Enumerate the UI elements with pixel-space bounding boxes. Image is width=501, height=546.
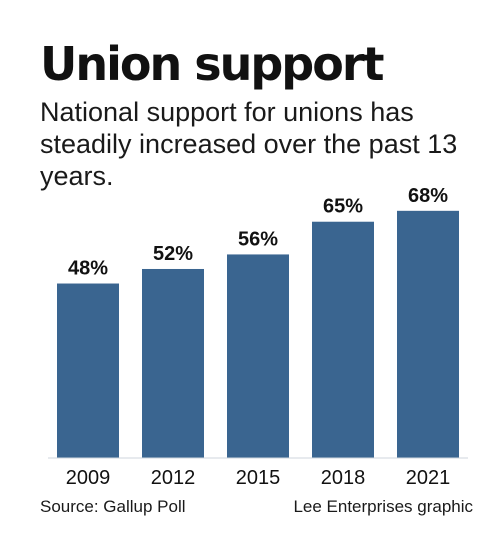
bar-2021: [397, 210, 459, 458]
x-tick-2012: 2012: [151, 467, 196, 489]
chart-title: Union support: [40, 37, 384, 91]
data-label-2018: 65%: [323, 196, 363, 218]
bars-group: [57, 210, 459, 458]
bar-2018: [312, 221, 374, 458]
source-note: Source: Gallup Poll: [40, 497, 186, 516]
x-tick-2018: 2018: [321, 467, 366, 489]
data-labels-group: 48% 52% 56% 65% 68%: [68, 185, 448, 280]
x-tick-2015: 2015: [236, 467, 281, 489]
bar-2012: [142, 268, 204, 458]
x-tick-labels-group: 2009 2012 2015 2018 2021: [66, 467, 451, 489]
bar-2015: [227, 254, 289, 458]
bar-2009: [57, 283, 119, 458]
data-label-2012: 52%: [153, 243, 193, 265]
x-tick-2009: 2009: [66, 467, 111, 489]
data-label-2021: 68%: [408, 185, 448, 207]
graphic-credit: Lee Enterprises graphic: [293, 497, 473, 516]
data-label-2009: 48%: [68, 258, 108, 280]
chart-subtitle: National support for unions has steadily…: [40, 97, 458, 191]
x-tick-2021: 2021: [406, 467, 451, 489]
data-label-2015: 56%: [238, 228, 278, 250]
